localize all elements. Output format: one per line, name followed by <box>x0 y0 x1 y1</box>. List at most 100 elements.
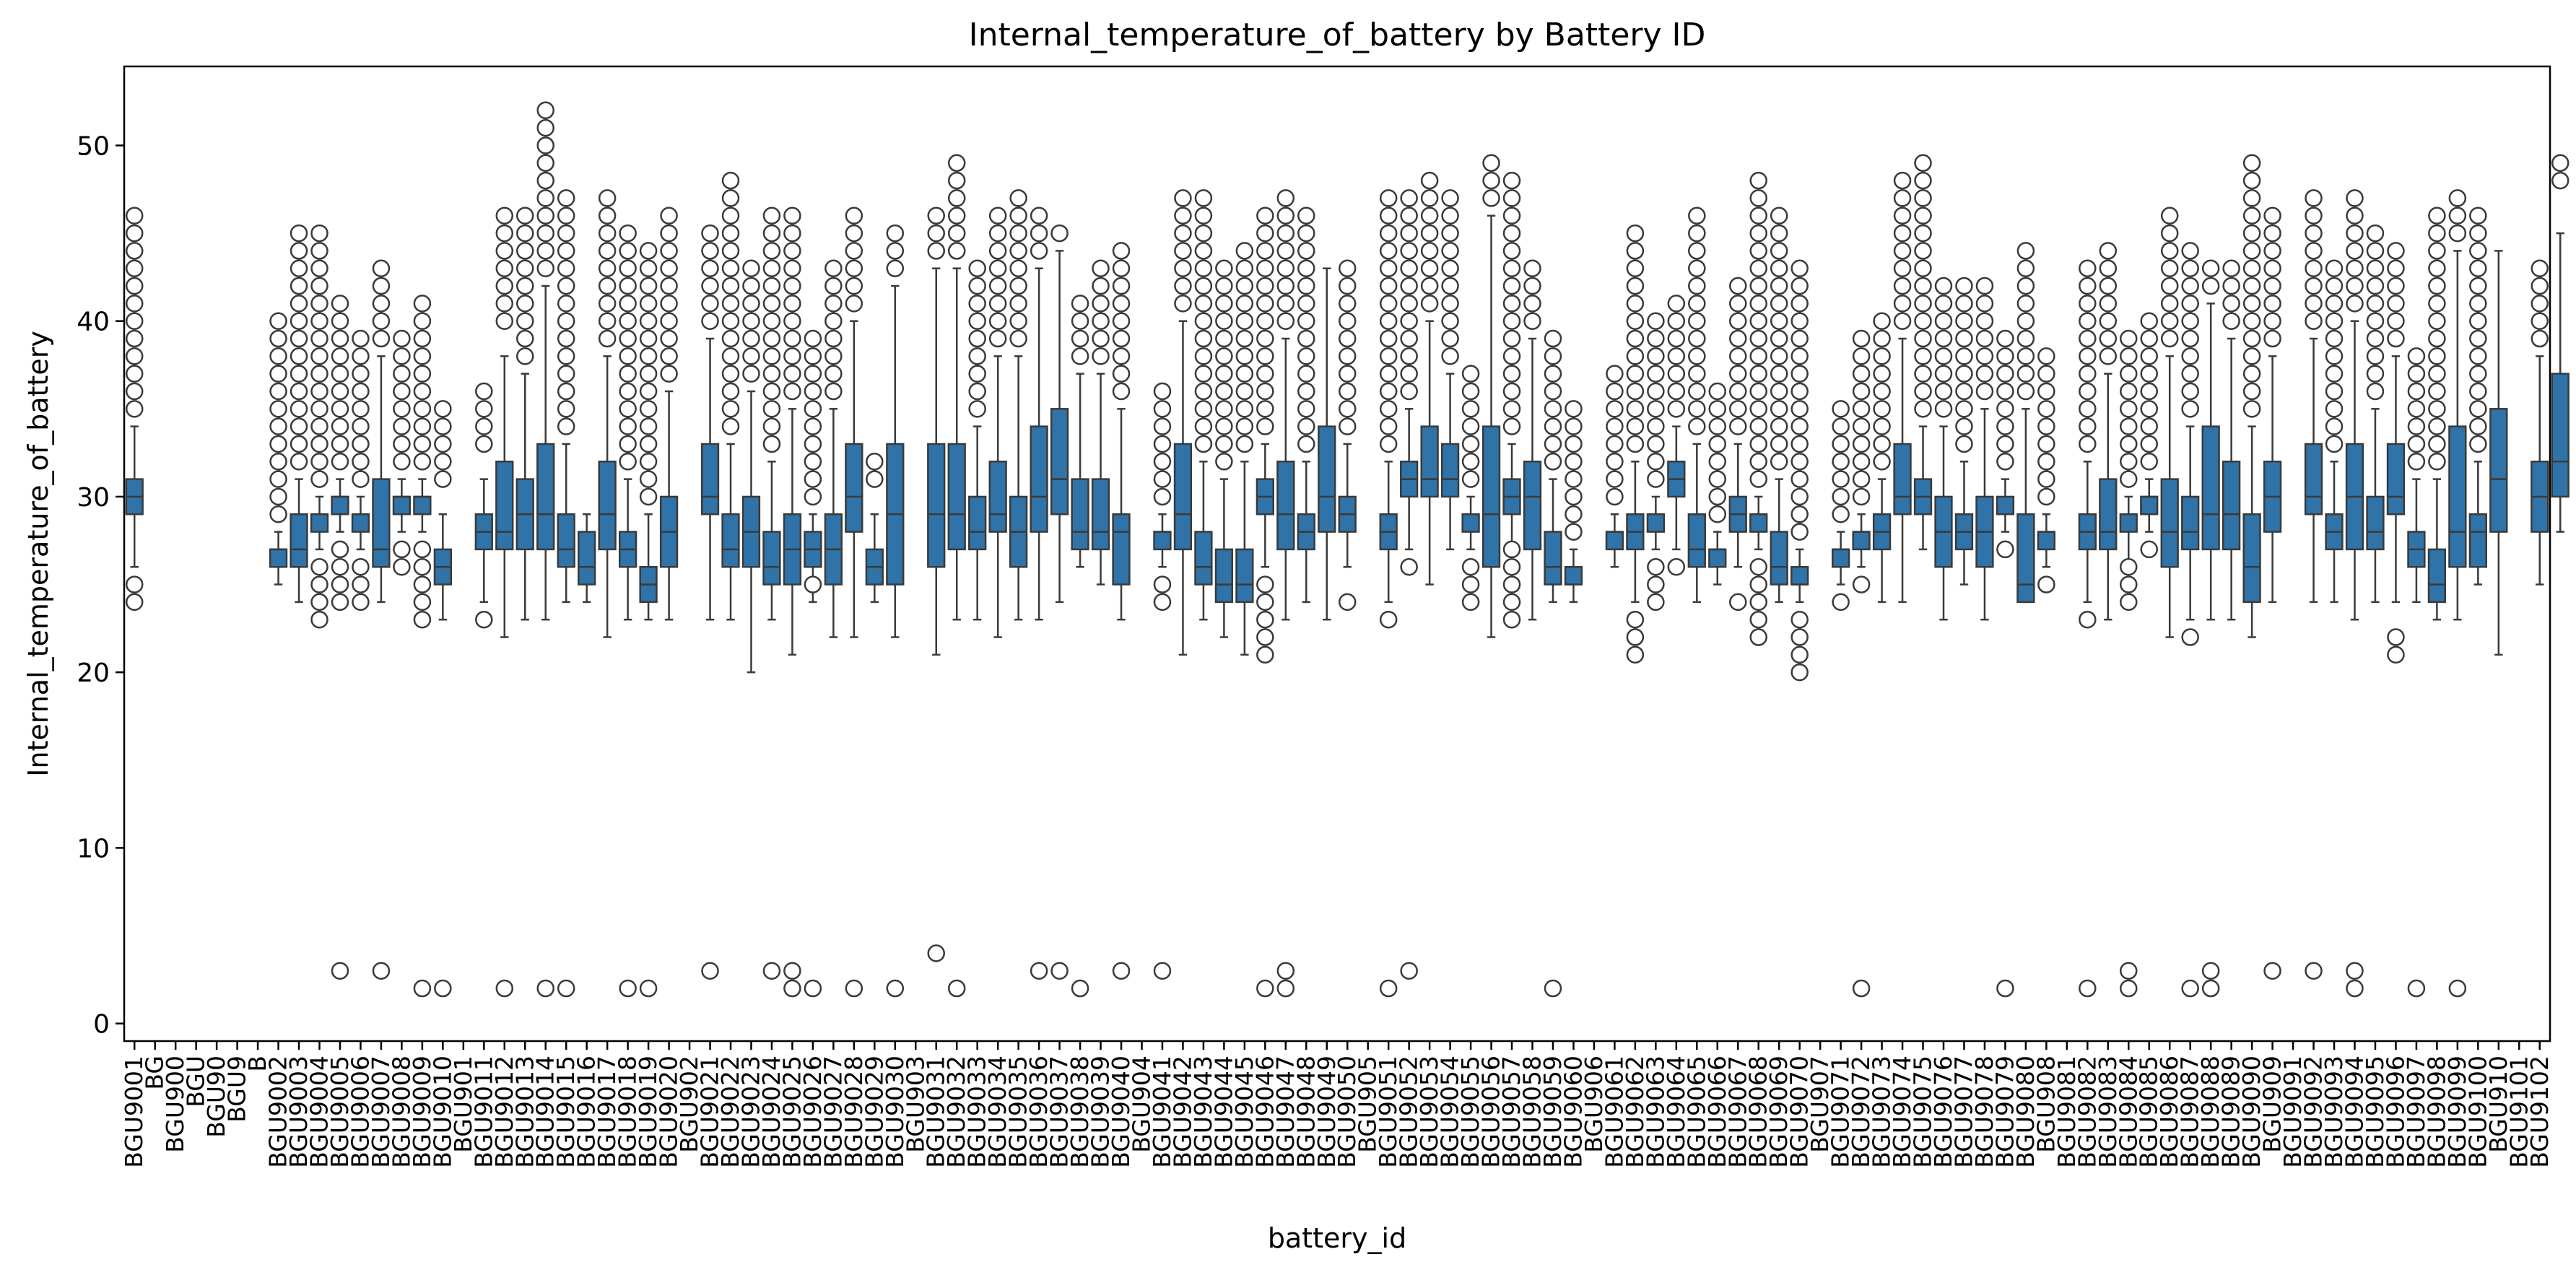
outlier-point <box>1934 295 1953 313</box>
box-group <box>1318 267 1336 621</box>
x-tick-label: BGU9063 <box>1641 1056 1669 1168</box>
x-tick-label: BGU9059 <box>1539 1056 1567 1168</box>
outlier-point <box>1256 365 1274 383</box>
outlier-point <box>1256 224 1274 243</box>
outlier-point <box>310 224 328 243</box>
box-group <box>2078 259 2097 998</box>
outlier-point <box>1256 979 1274 998</box>
box-group <box>290 224 308 604</box>
outlier-point <box>2448 979 2467 998</box>
outlier-point <box>598 189 617 207</box>
outlier-point <box>804 400 822 418</box>
outlier-point <box>372 312 391 330</box>
outlier-point <box>968 382 986 401</box>
box-group <box>1852 329 1871 998</box>
outlier-point <box>866 453 884 471</box>
outlier-point <box>1441 259 1459 277</box>
outlier-point <box>352 347 370 365</box>
box-group <box>2140 312 2159 559</box>
x-tick-label: BGU9065 <box>1682 1056 1710 1168</box>
x-tick-label: BGU9047 <box>1271 1056 1300 1168</box>
outlier-point <box>516 259 534 277</box>
outlier-point <box>290 453 308 471</box>
outlier-point <box>310 470 328 488</box>
outlier-point <box>804 347 822 365</box>
outlier-point <box>2346 962 2364 980</box>
box-group <box>1975 277 1994 621</box>
outlier-point <box>1914 206 1932 225</box>
outlier-point <box>1215 295 1233 313</box>
x-tick-label: BGU902 <box>675 1056 703 1153</box>
outlier-point <box>290 435 308 453</box>
outlier-point <box>2037 417 2055 435</box>
outlier-point <box>639 979 658 998</box>
outlier-point <box>1647 382 1665 401</box>
outlier-point <box>352 593 370 612</box>
x-tick-label: BGU9035 <box>1004 1056 1032 1168</box>
box-iqr <box>578 531 596 586</box>
box-iqr <box>331 495 349 515</box>
outlier-point <box>988 329 1007 348</box>
outlier-point <box>269 453 287 471</box>
outlier-point <box>1996 453 2014 471</box>
outlier-point <box>1688 382 1706 401</box>
x-tick-label: B <box>243 1056 271 1072</box>
outlier-point <box>2366 242 2385 260</box>
outlier-point <box>290 365 308 383</box>
outlier-point <box>331 453 349 471</box>
outlier-point <box>1749 171 1767 190</box>
outlier-point <box>2016 329 2035 348</box>
box-group <box>536 101 555 998</box>
outlier-point <box>557 206 575 225</box>
outlier-point <box>495 295 514 313</box>
outlier-point <box>968 329 986 348</box>
outlier-point <box>352 365 370 383</box>
outlier-point <box>475 382 493 401</box>
outlier-point <box>1276 242 1295 260</box>
x-tick-label: BGU9044 <box>1209 1056 1237 1168</box>
outlier-point <box>1544 979 1562 998</box>
box-group <box>2531 259 2549 586</box>
box-iqr <box>2489 408 2508 533</box>
box-iqr <box>413 495 432 515</box>
outlier-point <box>2181 277 2199 295</box>
outlier-point <box>352 417 370 435</box>
outlier-point <box>1441 242 1459 260</box>
box-group <box>351 329 370 612</box>
outlier-point <box>1256 382 1274 401</box>
box-group <box>1831 400 1850 612</box>
outlier-point <box>2366 329 2385 348</box>
outlier-point <box>2407 417 2426 435</box>
box-group <box>125 206 144 612</box>
outlier-point <box>1297 277 1315 295</box>
x-tick-label: BGU906 <box>1580 1056 1608 1153</box>
outlier-point <box>1852 347 1871 365</box>
outlier-point <box>2140 365 2158 383</box>
outlier-point <box>1790 347 1809 365</box>
outlier-point <box>1112 242 1131 260</box>
box-group <box>2325 259 2344 604</box>
outlier-point <box>125 206 144 225</box>
outlier-point <box>1235 329 1254 348</box>
outlier-point <box>269 505 287 523</box>
outlier-point <box>804 470 822 488</box>
outlier-point <box>2242 154 2261 173</box>
box-group <box>515 206 534 621</box>
x-tick-label: BGU9043 <box>1189 1056 1217 1168</box>
outlier-point <box>845 295 863 313</box>
outlier-point <box>639 470 658 488</box>
box-iqr <box>2140 495 2159 515</box>
outlier-point <box>1256 593 1274 612</box>
outlier-point <box>1009 242 1027 260</box>
box-group <box>927 206 946 962</box>
outlier-point <box>1914 295 1932 313</box>
outlier-point <box>516 277 534 295</box>
outlier-point <box>1749 329 1767 348</box>
outlier-point <box>783 295 801 313</box>
outlier-point <box>2079 277 2097 295</box>
outlier-point <box>290 295 308 313</box>
outlier-point <box>372 277 391 295</box>
outlier-point <box>1914 154 1932 173</box>
outlier-point <box>2140 400 2158 418</box>
outlier-point <box>1565 453 1583 471</box>
